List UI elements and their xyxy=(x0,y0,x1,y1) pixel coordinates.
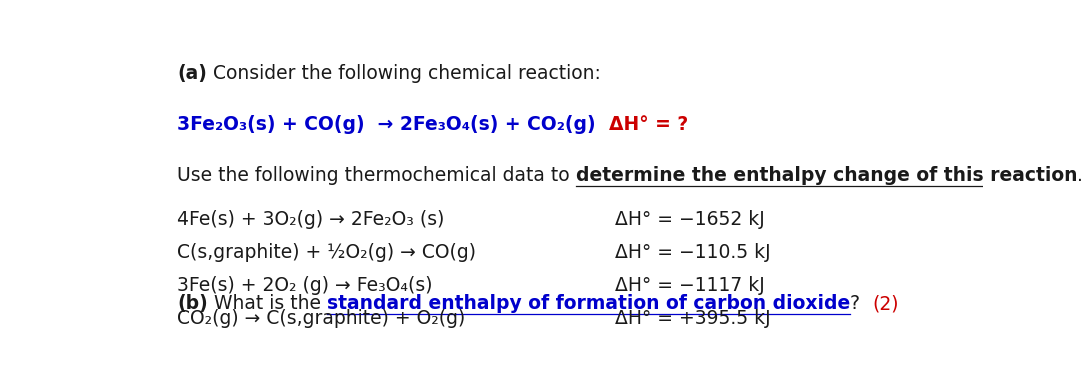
Text: Use the following thermochemical data to: Use the following thermochemical data to xyxy=(177,166,575,185)
Text: ΔH° = −110.5 kJ: ΔH° = −110.5 kJ xyxy=(615,243,770,262)
Text: 4Fe(s) + 3O₂(g) → 2Fe₂O₃ (s): 4Fe(s) + 3O₂(g) → 2Fe₂O₃ (s) xyxy=(177,210,444,229)
Text: ΔH° = +395.5 kJ: ΔH° = +395.5 kJ xyxy=(615,309,770,327)
Text: ΔH° = ?: ΔH° = ? xyxy=(608,115,688,134)
Text: ΔH° = −1117 kJ: ΔH° = −1117 kJ xyxy=(615,276,764,295)
Text: ?: ? xyxy=(851,295,873,313)
Text: ΔH° = −1652 kJ: ΔH° = −1652 kJ xyxy=(615,210,764,229)
Text: standard enthalpy of formation of carbon dioxide: standard enthalpy of formation of carbon… xyxy=(327,295,851,313)
Text: (b): (b) xyxy=(177,295,207,313)
Text: C(s,graphite) + ½O₂(g) → CO(g): C(s,graphite) + ½O₂(g) → CO(g) xyxy=(177,243,476,262)
Text: Consider the following chemical reaction:: Consider the following chemical reaction… xyxy=(207,64,601,83)
Text: 3Fe(s) + 2O₂ (g) → Fe₃O₄(s): 3Fe(s) + 2O₂ (g) → Fe₃O₄(s) xyxy=(177,276,432,295)
Text: (6): (6) xyxy=(1083,166,1092,185)
Text: (a): (a) xyxy=(177,64,207,83)
Text: determine the enthalpy change of this reaction: determine the enthalpy change of this re… xyxy=(575,166,1077,185)
Text: What is the: What is the xyxy=(207,295,327,313)
Text: 3Fe₂O₃(s) + CO(g)  → 2Fe₃O₄(s) + CO₂(g): 3Fe₂O₃(s) + CO(g) → 2Fe₃O₄(s) + CO₂(g) xyxy=(177,115,608,134)
Text: (2): (2) xyxy=(873,295,899,313)
Text: .: . xyxy=(1077,166,1083,185)
Text: CO₂(g) → C(s,graphite) + O₂(g): CO₂(g) → C(s,graphite) + O₂(g) xyxy=(177,309,465,327)
